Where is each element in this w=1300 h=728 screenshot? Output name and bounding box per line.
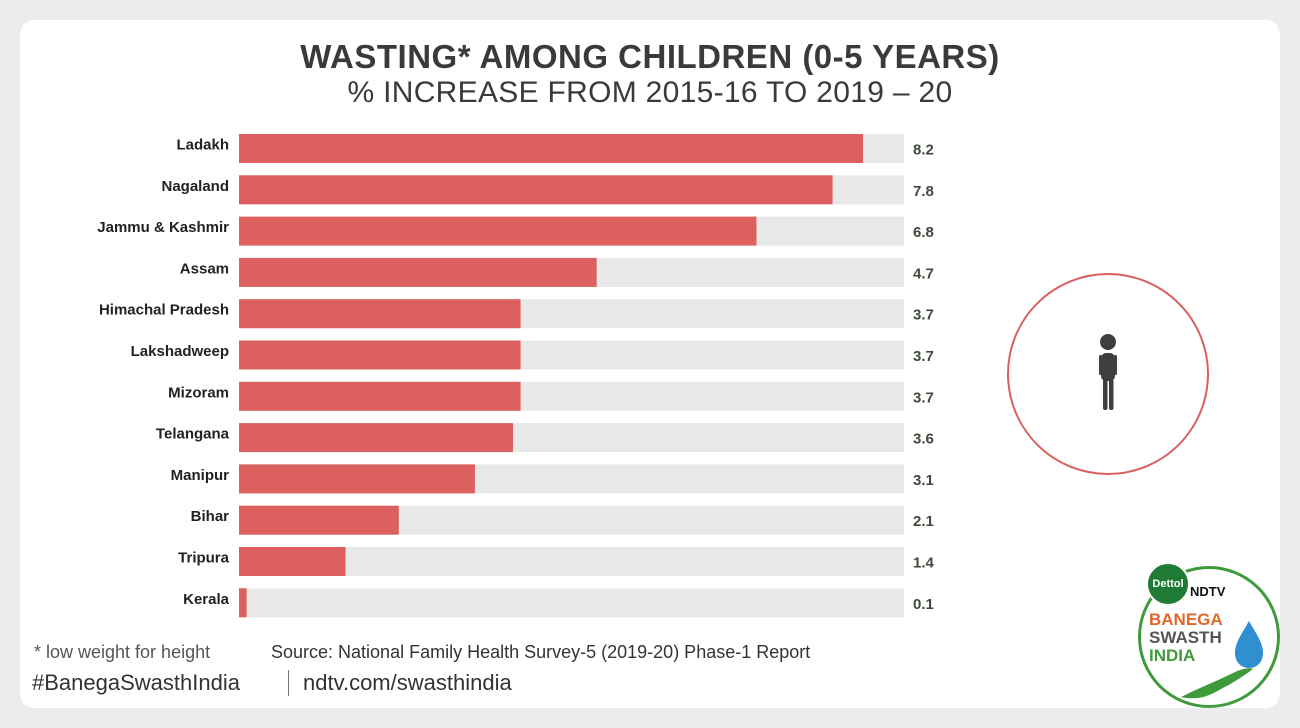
bar: [239, 464, 475, 494]
chart-title: WASTING* AMONG CHILDREN (0-5 YEARS): [300, 38, 1000, 75]
bar: [239, 216, 757, 246]
bar: [239, 381, 521, 411]
value-label: 4.7: [913, 265, 934, 282]
value-label: 7.8: [913, 183, 934, 200]
bar: [239, 257, 597, 287]
value-label: 3.7: [913, 307, 934, 324]
bar: [239, 175, 833, 205]
website-link[interactable]: ndtv.com/swasthindia: [303, 670, 512, 695]
category-label: Manipur: [171, 467, 229, 484]
value-label: 8.2: [913, 141, 934, 158]
child-figure-icon: [1099, 334, 1117, 410]
bar-track: [239, 547, 904, 576]
category-label: Jammu & Kashmir: [97, 219, 229, 236]
bar: [239, 547, 346, 576]
category-label: Nagaland: [161, 178, 229, 195]
value-label: 3.1: [913, 472, 934, 489]
child-figure-circle: [1007, 273, 1209, 475]
footer-divider: [288, 670, 289, 696]
value-label: 3.6: [913, 431, 934, 448]
category-label: Bihar: [191, 508, 230, 525]
category-label: Himachal Pradesh: [99, 302, 229, 319]
bar: [239, 134, 864, 163]
bar: [239, 505, 399, 535]
logo-text-banega: BANEGA: [1149, 610, 1223, 629]
category-label: Telangana: [156, 426, 230, 443]
hashtag: #BanegaSwasthIndia: [32, 670, 240, 695]
ndtv-mark: NDTV: [1190, 584, 1226, 599]
value-label: 1.4: [913, 554, 935, 571]
dettol-badge: Dettol: [1146, 562, 1190, 606]
logo-text-swasth: SWASTH: [1149, 628, 1222, 647]
value-label: 0.1: [913, 596, 934, 613]
category-label: Kerala: [183, 591, 230, 608]
category-label: Ladakh: [176, 136, 229, 153]
bar: [239, 423, 513, 453]
value-label: 6.8: [913, 224, 934, 241]
bar-track: [239, 588, 904, 618]
source-note: Source: National Family Health Survey-5 …: [271, 642, 811, 662]
chart-subtitle: % INCREASE FROM 2015-16 TO 2019 – 20: [347, 76, 953, 109]
category-label: Assam: [180, 260, 229, 277]
value-label: 3.7: [913, 348, 934, 365]
value-label: 3.7: [913, 389, 934, 406]
category-label: Tripura: [178, 549, 230, 566]
value-label: 2.1: [913, 513, 934, 530]
logo-text-india: INDIA: [1149, 646, 1196, 665]
footnote: * low weight for height: [34, 642, 211, 662]
bar: [239, 299, 521, 329]
category-label: Lakshadweep: [131, 343, 229, 360]
bar: [239, 340, 521, 370]
category-label: Mizoram: [168, 384, 229, 401]
banega-swasth-india-logo: BANEGA SWASTH INDIA Dettol NDTV: [1138, 562, 1280, 708]
bar: [239, 588, 247, 618]
water-drop-icon: [1181, 621, 1263, 699]
